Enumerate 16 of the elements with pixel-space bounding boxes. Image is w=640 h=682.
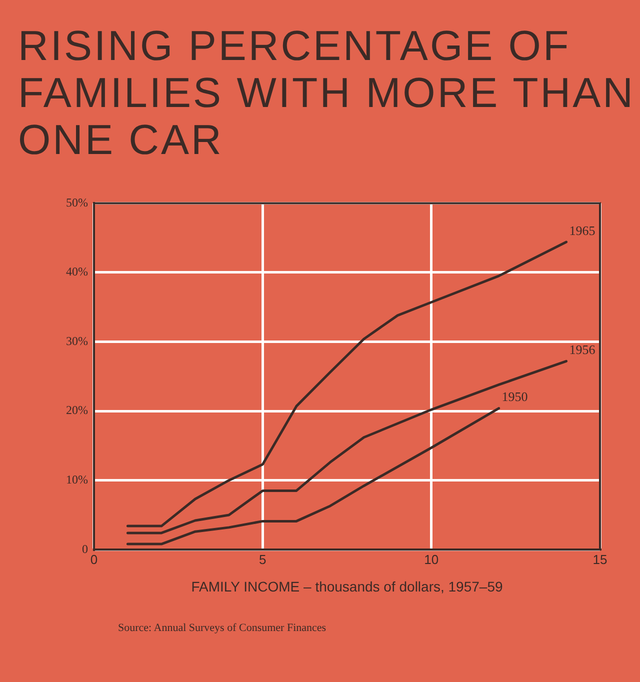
series-label: 1950 (502, 389, 528, 404)
x-tick-label: 5 (259, 552, 266, 567)
x-axis-title: FAMILY INCOME – thousands of dollars, 1957–59 (191, 578, 503, 594)
series-label: 1965 (569, 222, 596, 238)
x-tick-label: 10 (424, 552, 439, 567)
series-label: 1956 (569, 342, 596, 358)
source-note: Source: Annual Surveys of Consumer Finances (118, 622, 326, 634)
y-tick-label: 30% (66, 334, 88, 348)
x-tick-label: 15 (592, 552, 608, 567)
x-tick-label: 0 (90, 552, 98, 567)
y-tick-label: 0 (82, 542, 88, 556)
y-tick-label: 40% (66, 264, 88, 279)
y-tick-label: 50% (66, 195, 88, 210)
y-tick-label: 10% (66, 472, 88, 486)
y-tick-label: 20% (66, 403, 88, 418)
chart-title: RISING PERCENTAGE OF FAMILIES WITH MORE THAN ONE CAR (18, 22, 636, 163)
